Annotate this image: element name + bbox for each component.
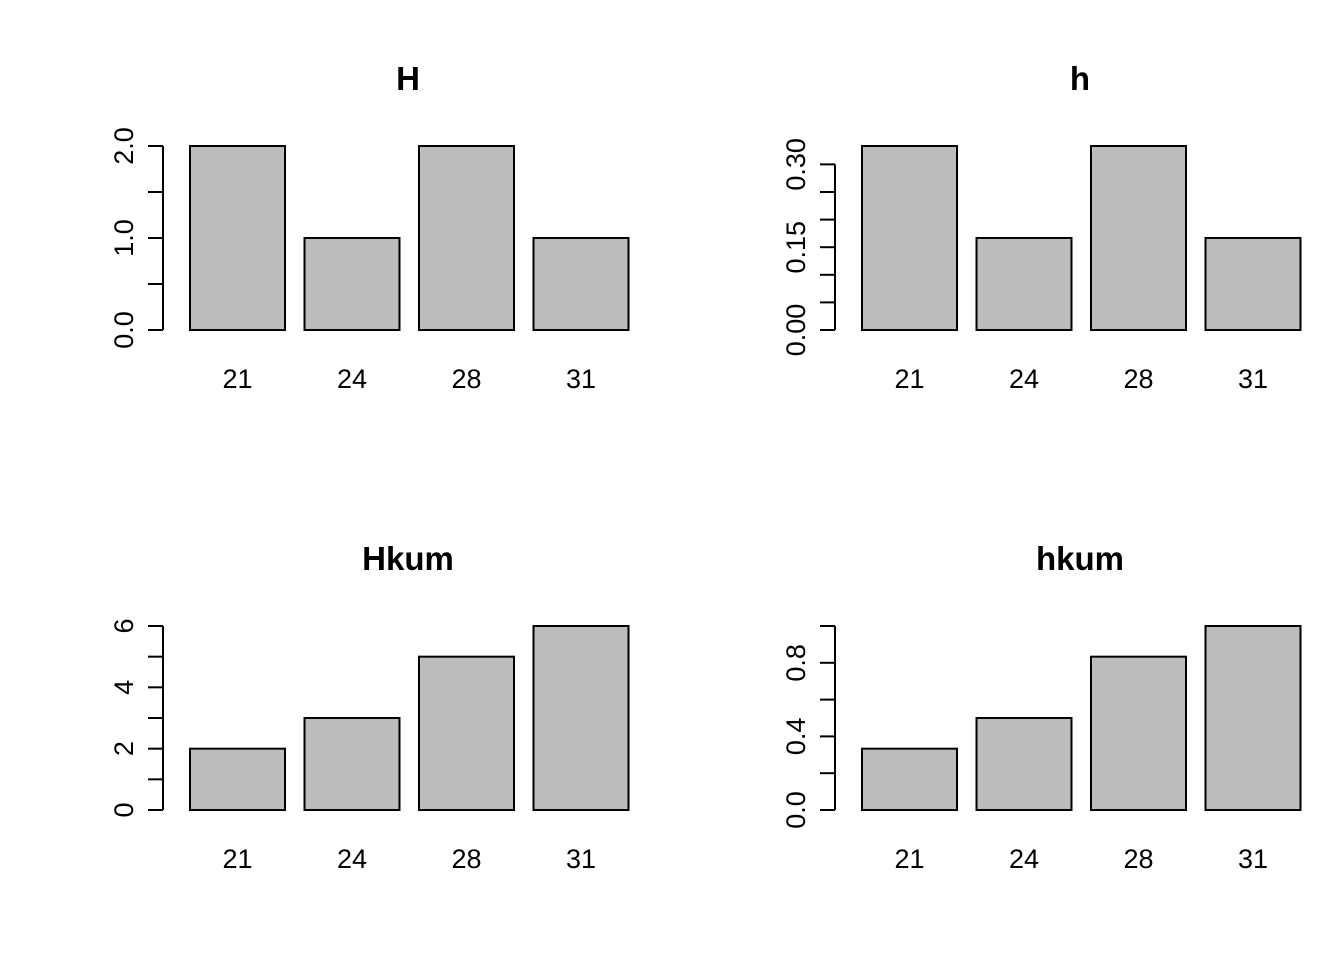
bar — [1204, 236, 1302, 331]
barplot-panel-hkum: 0.0 0.4 0.8 21 24 28 31 hkum — [712, 496, 1344, 976]
x-tick-label: 31 — [566, 844, 596, 874]
bar — [418, 655, 515, 811]
y-tick-label: 4 — [109, 680, 139, 695]
y-tick-label: 2.0 — [109, 127, 139, 165]
bar — [418, 145, 515, 331]
bar — [532, 625, 630, 811]
bar — [975, 717, 1073, 811]
bar — [303, 237, 401, 331]
y-tick-label: 0.00 — [781, 304, 811, 357]
y-tick-label: 0 — [109, 802, 139, 817]
x-tick-label: 28 — [1123, 844, 1153, 874]
y-tick-label: 0.4 — [781, 718, 811, 756]
barplot-panel-Hkum: 0 2 4 6 21 24 28 31 Hkum — [40, 496, 712, 976]
bar — [189, 747, 286, 812]
chart-title: h — [1070, 60, 1090, 97]
x-tick-label: 21 — [894, 844, 924, 874]
x-tick-label: 21 — [894, 364, 924, 394]
barplot-panel-h: 0.00 0.15 0.30 21 24 28 31 h — [712, 16, 1344, 496]
x-tick-label: 21 — [222, 844, 252, 874]
y-tick-label: 2 — [109, 741, 139, 756]
x-tick-label: 24 — [337, 844, 367, 874]
bar — [1090, 655, 1187, 811]
y-tick-label: 0.0 — [109, 311, 139, 349]
bar — [1204, 625, 1302, 811]
barplot-svg: 0.0 0.4 0.8 21 24 28 31 hkum — [781, 540, 1302, 874]
x-tick-label: 24 — [337, 364, 367, 394]
y-tick-label: 1.0 — [109, 219, 139, 257]
x-tick-label: 31 — [566, 364, 596, 394]
chart-title: Hkum — [362, 540, 454, 577]
y-tick-label: 0.30 — [781, 138, 811, 191]
barplot-svg: 0.0 1.0 2.0 21 24 28 31 H — [109, 60, 630, 394]
bar — [861, 747, 958, 812]
y-tick-label: 6 — [109, 618, 139, 633]
y-tick-label: 0.15 — [781, 221, 811, 274]
barplot-panel-H: 0.0 1.0 2.0 21 24 28 31 H — [40, 16, 712, 496]
y-tick-label: 0.0 — [781, 791, 811, 829]
bar — [1090, 145, 1187, 331]
x-tick-label: 28 — [1123, 364, 1153, 394]
y-tick-label: 0.8 — [781, 644, 811, 682]
x-tick-label: 28 — [451, 364, 481, 394]
x-tick-label: 31 — [1238, 364, 1268, 394]
x-tick-label: 24 — [1009, 364, 1039, 394]
x-tick-label: 24 — [1009, 844, 1039, 874]
chart-title: H — [396, 60, 420, 97]
x-tick-label: 21 — [222, 364, 252, 394]
bar — [975, 236, 1073, 331]
bar — [303, 717, 401, 811]
x-tick-label: 31 — [1238, 844, 1268, 874]
bar — [189, 145, 286, 331]
barplot-svg: 0.00 0.15 0.30 21 24 28 31 h — [781, 60, 1302, 394]
bar — [532, 237, 630, 331]
bar — [861, 145, 958, 331]
x-tick-label: 28 — [451, 844, 481, 874]
chart-title: hkum — [1036, 540, 1124, 577]
